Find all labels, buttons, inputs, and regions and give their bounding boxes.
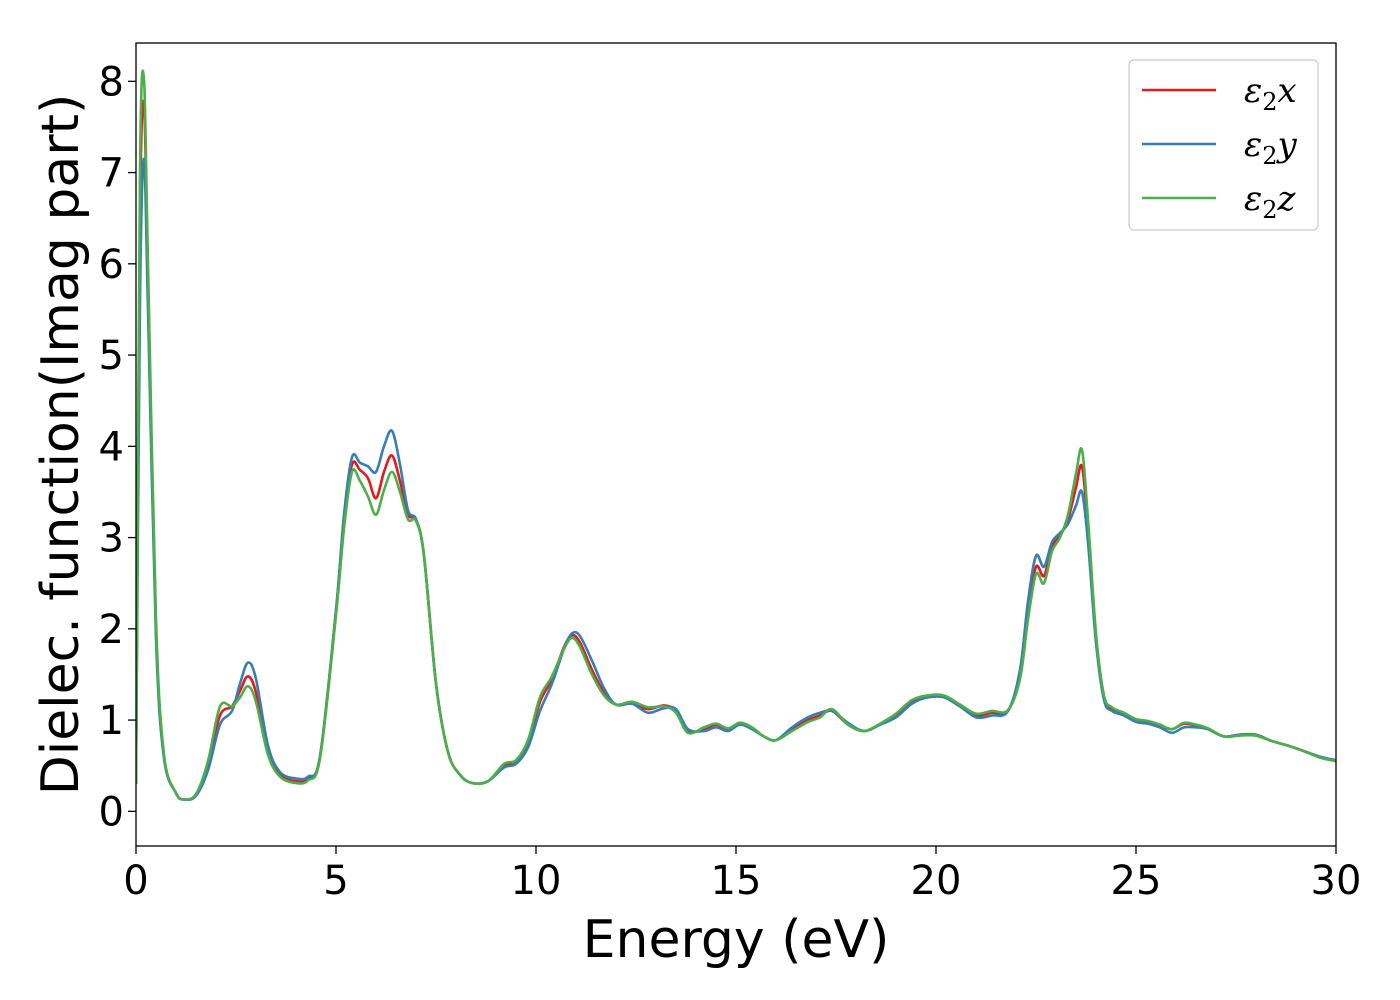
legend-label-y: ε2y: [1244, 125, 1298, 170]
y-tick-label: 4: [99, 424, 124, 470]
series-line-y: [136, 157, 1336, 802]
x-tick-label: 20: [911, 858, 962, 904]
legend-label-x: ε2x: [1244, 71, 1297, 116]
y-tick-label: 0: [99, 789, 124, 835]
series-line-z: [136, 69, 1336, 801]
x-tick-label: 10: [511, 858, 562, 904]
x-tick-label: 5: [323, 858, 348, 904]
legend-frame: [1128, 59, 1319, 231]
y-tick-label: 2: [99, 607, 124, 653]
ticks-layer: 0 5 10 15 20 25 30 0 1 2 3 4 5 6 7 8: [99, 59, 1362, 904]
y-tick-label: 5: [99, 333, 124, 379]
x-tick-label: 0: [123, 858, 148, 904]
y-tick-label: 6: [99, 242, 124, 288]
legend-label-z: ε2z: [1244, 179, 1297, 224]
y-tick-label: 3: [99, 516, 124, 562]
x-tick-label: 25: [1111, 858, 1162, 904]
series-layer: [136, 69, 1336, 802]
y-tick-label: 1: [99, 698, 124, 744]
y-axis-label: Dielec. function(Imag part): [31, 94, 91, 796]
x-tick-label: 15: [711, 858, 762, 904]
y-tick-label: 8: [99, 59, 124, 105]
x-axis-label: Energy (eV): [583, 910, 890, 970]
legend: ε2x ε2y ε2z: [1128, 59, 1319, 231]
x-tick-label: 30: [1311, 858, 1362, 904]
y-tick-label: 7: [99, 151, 124, 197]
